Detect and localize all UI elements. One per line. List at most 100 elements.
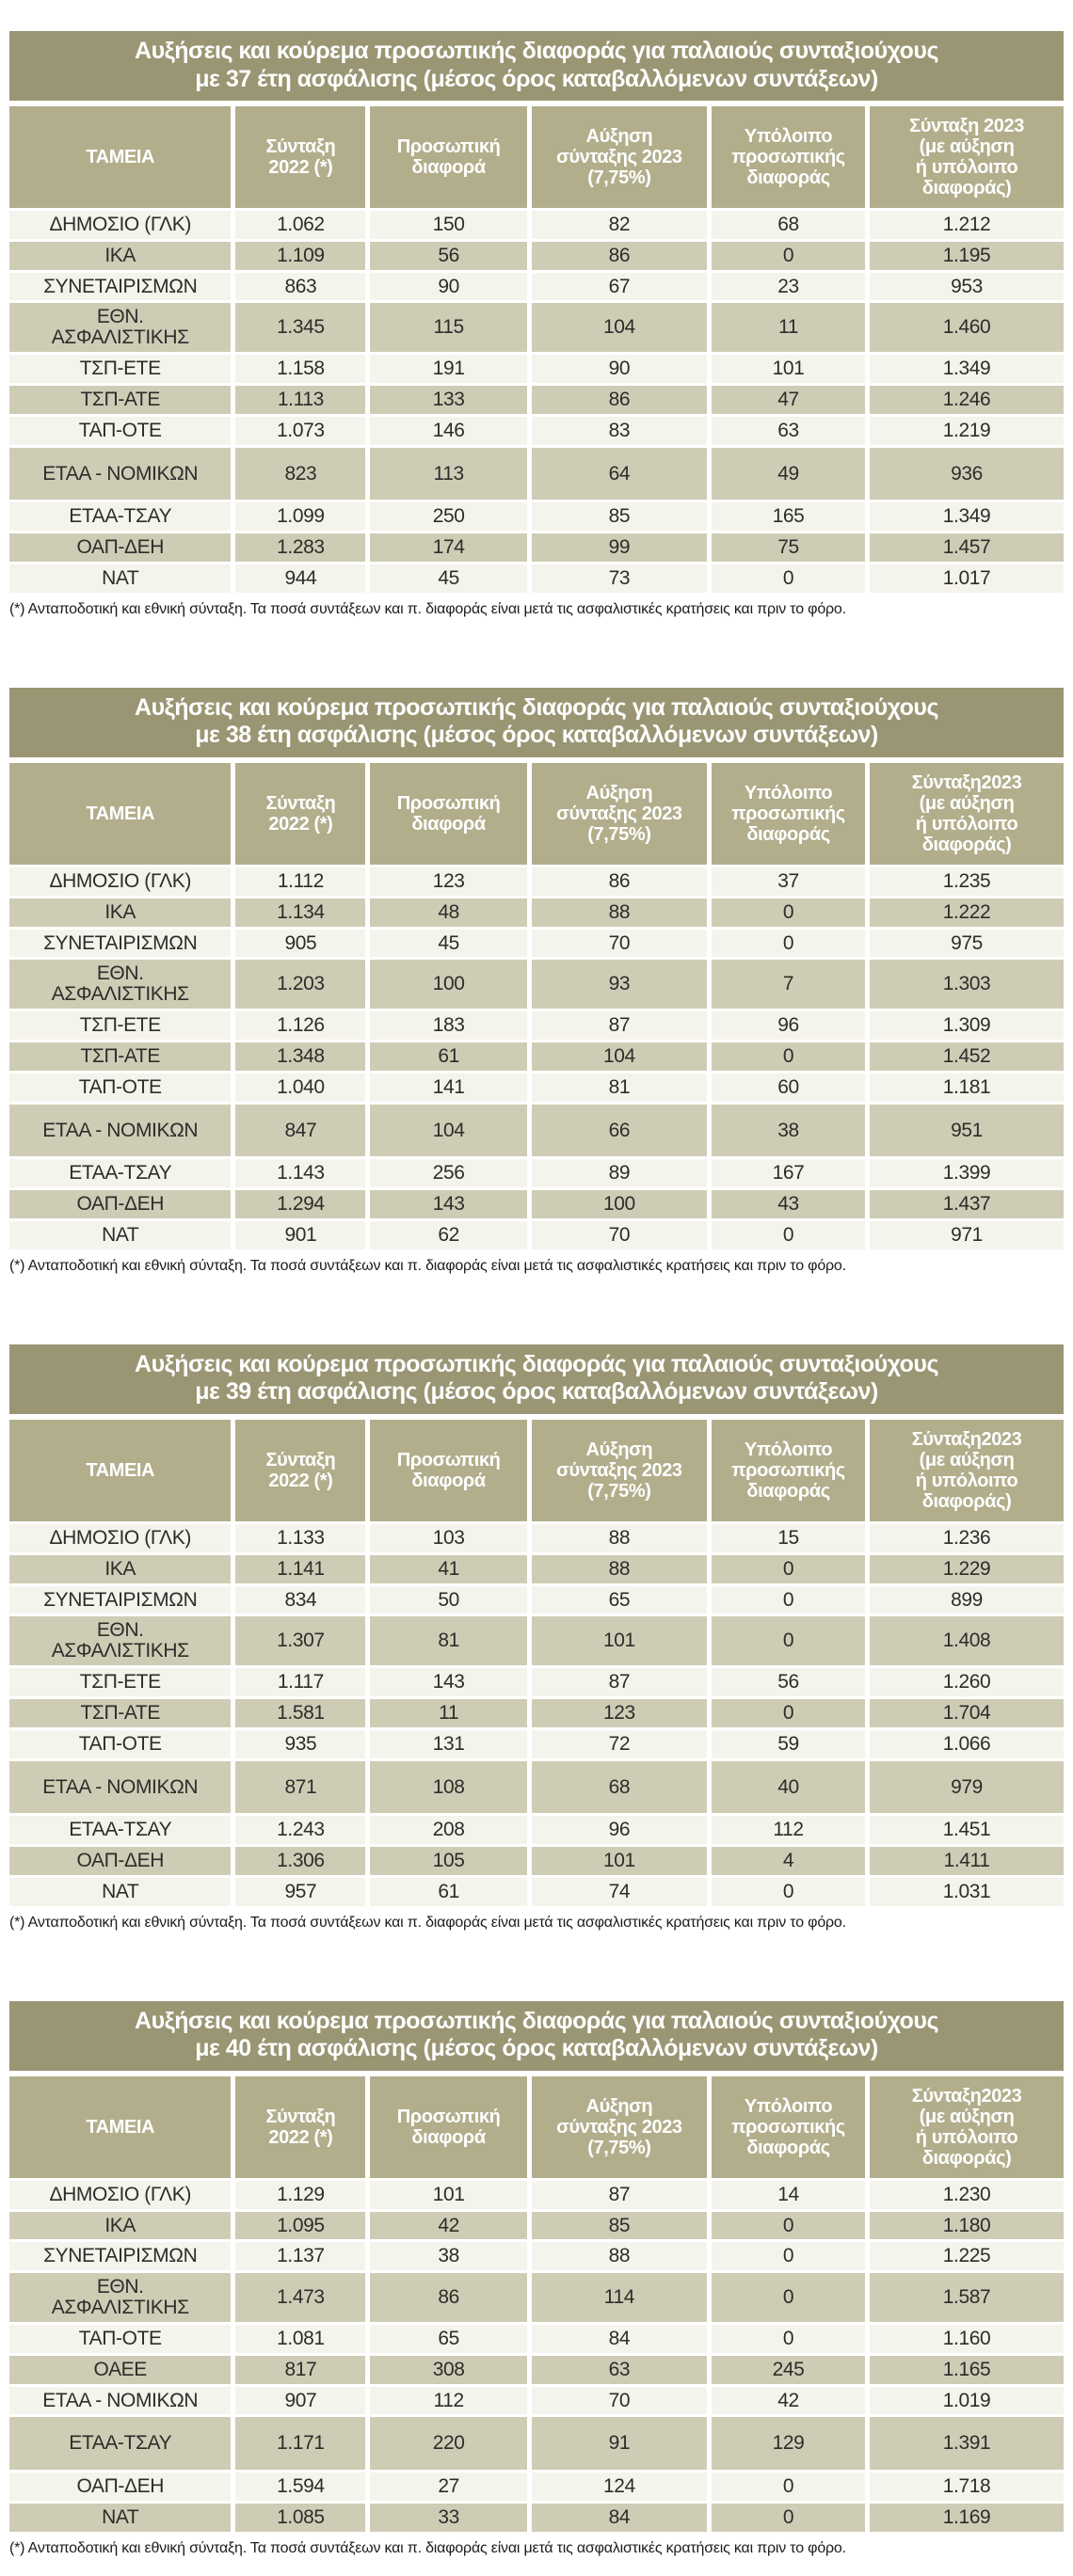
value-cell: 1.718 [870, 2473, 1064, 2502]
value-cell: 165 [711, 502, 866, 532]
column-header: Αύξηση σύνταξης 2023 (7,75%) [531, 762, 707, 865]
value-cell: 99 [531, 533, 707, 563]
table-title: Αυξήσεις και κούρεμα προσωπικής διαφοράς… [9, 2000, 1064, 2071]
table-row: ΕΘΝ. ΑΣΦΑΛΙΣΤΙΚΗΣ 1.473 86 114 0 1.587 [9, 2273, 1064, 2322]
value-cell: 944 [235, 564, 366, 593]
header-row: ΤΑΜΕΙΑ Σύνταξη 2022 (*) Προσωπική διαφορά Α… [9, 106, 1064, 208]
value-cell: 1.019 [870, 2386, 1064, 2415]
table-footnote: (*) Ανταποδοτική και εθνική σύνταξη. Τα … [9, 2539, 846, 2556]
value-cell: 59 [711, 1729, 866, 1758]
value-cell: 0 [711, 1877, 866, 1906]
value-cell: 1.134 [235, 898, 366, 927]
value-cell: 104 [531, 1042, 707, 1071]
value-cell: 38 [370, 2242, 527, 2271]
value-cell: 1.303 [870, 960, 1064, 1010]
table-row: ΣΥΝΕΤΑΙΡΙΣΜΩΝ 1.137 38 88 0 1.225 [9, 2242, 1064, 2271]
value-cell: 0 [711, 2504, 866, 2532]
value-cell: 88 [531, 1523, 707, 1552]
value-cell: 1.581 [235, 1698, 366, 1727]
table-row: ΕΘΝ. ΑΣΦΑΛΙΣΤΙΚΗΣ 1.203 100 93 7 1.303 [9, 960, 1064, 1010]
value-cell: 975 [870, 929, 1064, 958]
value-cell: 905 [235, 929, 366, 958]
value-cell: 1.411 [870, 1847, 1064, 1875]
column-header: Προσωπική διαφορά [370, 1419, 527, 1521]
value-cell: 183 [370, 1011, 527, 1040]
table-body: ΔΗΜΟΣΙΟ (ΓΛΚ) 1.112 123 86 37 1.235 ΙΚΑ 1.134 48… [9, 867, 1064, 1249]
value-cell: 1.473 [235, 2273, 366, 2322]
table-header: ΤΑΜΕΙΑ Σύνταξη 2022 (*) Προσωπική διαφορά Α… [9, 1419, 1064, 1521]
fund-cell: ΕΤΑΑ - ΝΟΜΙΚΩΝ [9, 1104, 232, 1157]
value-cell: 1.587 [870, 2273, 1064, 2322]
column-header: Υπόλοιπο προσωπικής διαφοράς [711, 106, 866, 208]
value-cell: 1.307 [235, 1616, 366, 1666]
value-cell: 1.222 [870, 898, 1064, 927]
value-cell: 150 [370, 211, 527, 239]
value-cell: 81 [531, 1073, 707, 1102]
table-row: ΤΣΠ-ΕΤΕ 1.117 143 87 56 1.260 [9, 1668, 1064, 1696]
value-cell: 1.095 [235, 2211, 366, 2240]
fund-cell: ΕΤΑΑ-ΤΣΑΥ [9, 1816, 232, 1845]
column-header: Σύνταξη 2022 (*) [235, 2075, 366, 2178]
table-row: ΝΑΤ 944 45 73 0 1.017 [9, 564, 1064, 593]
table-row: ΕΤΑΑ-ΤΣΑΥ 1.099 250 85 165 1.349 [9, 502, 1064, 532]
column-header: Προσωπική διαφορά [370, 762, 527, 865]
value-cell: 0 [711, 2473, 866, 2502]
value-cell: 88 [531, 898, 707, 927]
table-row: ΣΥΝΕΤΑΙΡΙΣΜΩΝ 834 50 65 0 899 [9, 1585, 1064, 1614]
table-row: ΝΑΤ 957 61 74 0 1.031 [9, 1877, 1064, 1906]
value-cell: 146 [370, 416, 527, 445]
value-cell: 1.160 [870, 2324, 1064, 2353]
fund-cell: ΔΗΜΟΣΙΟ (ΓΛΚ) [9, 867, 232, 896]
value-cell: 1.391 [870, 2417, 1064, 2471]
fund-cell: ΕΘΝ. ΑΣΦΑΛΙΣΤΙΚΗΣ [9, 960, 232, 1010]
pension-table-block: Αυξήσεις και κούρεμα προσωπικής διαφοράς… [9, 31, 1064, 618]
value-cell: 45 [370, 564, 527, 593]
value-cell: 113 [370, 447, 527, 501]
value-cell: 1.212 [870, 211, 1064, 239]
value-cell: 1.457 [870, 533, 1064, 563]
value-cell: 63 [531, 2355, 707, 2384]
value-cell: 129 [711, 2417, 866, 2471]
value-cell: 0 [711, 564, 866, 593]
value-cell: 1.230 [870, 2180, 1064, 2209]
table-row: ΝΑΤ 901 62 70 0 971 [9, 1221, 1064, 1249]
table-row: ΤΣΠ-ΑΤΕ 1.113 133 86 47 1.246 [9, 385, 1064, 414]
table-header: ΤΑΜΕΙΑ Σύνταξη 2022 (*) Προσωπική διαφορά Α… [9, 106, 1064, 208]
fund-cell: ΤΣΠ-ΕΤΕ [9, 1011, 232, 1040]
value-cell: 88 [531, 1554, 707, 1583]
fund-cell: ΤΑΠ-ΟΤΕ [9, 416, 232, 445]
value-cell: 90 [370, 272, 527, 301]
value-cell: 817 [235, 2355, 366, 2384]
value-cell: 308 [370, 2355, 527, 2384]
value-cell: 75 [711, 533, 866, 563]
table-row: ΤΑΠ-ΟΤΕ 1.073 146 83 63 1.219 [9, 416, 1064, 445]
table-row: ΙΚΑ 1.095 42 85 0 1.180 [9, 2211, 1064, 2240]
value-cell: 953 [870, 272, 1064, 301]
value-cell: 83 [531, 416, 707, 445]
table-row: ΔΗΜΟΣΙΟ (ΓΛΚ) 1.129 101 87 14 1.230 [9, 2180, 1064, 2209]
value-cell: 143 [370, 1668, 527, 1696]
table-row: ΤΣΠ-ΕΤΕ 1.126 183 87 96 1.309 [9, 1011, 1064, 1040]
fund-cell: ΕΤΑΑ - ΝΟΜΙΚΩΝ [9, 447, 232, 501]
fund-cell: ΟΑΠ-ΔΕΗ [9, 1190, 232, 1219]
value-cell: 957 [235, 1877, 366, 1906]
table-row: ΕΤΑΑ-ΤΣΑΥ 1.171 220 91 129 1.391 [9, 2417, 1064, 2471]
value-cell: 208 [370, 1816, 527, 1845]
table-title: Αυξήσεις και κούρεμα προσωπικής διαφοράς… [9, 1344, 1064, 1414]
fund-cell: ΝΑΤ [9, 1221, 232, 1249]
fund-cell: ΝΑΤ [9, 1877, 232, 1906]
column-header: Αύξηση σύνταξης 2023 (7,75%) [531, 1419, 707, 1521]
value-cell: 1.171 [235, 2417, 366, 2471]
fund-cell: ΕΘΝ. ΑΣΦΑΛΙΣΤΙΚΗΣ [9, 303, 232, 353]
value-cell: 96 [711, 1011, 866, 1040]
value-cell: 1.203 [235, 960, 366, 1010]
value-cell: 141 [370, 1073, 527, 1102]
value-cell: 84 [531, 2324, 707, 2353]
value-cell: 4 [711, 1847, 866, 1875]
value-cell: 899 [870, 1585, 1064, 1614]
value-cell: 1.260 [870, 1668, 1064, 1696]
table-row: ΤΣΠ-ΑΤΕ 1.581 11 123 0 1.704 [9, 1698, 1064, 1727]
value-cell: 1.017 [870, 564, 1064, 593]
value-cell: 87 [531, 1668, 707, 1696]
fund-cell: ΕΤΑΑ - ΝΟΜΙΚΩΝ [9, 2386, 232, 2415]
